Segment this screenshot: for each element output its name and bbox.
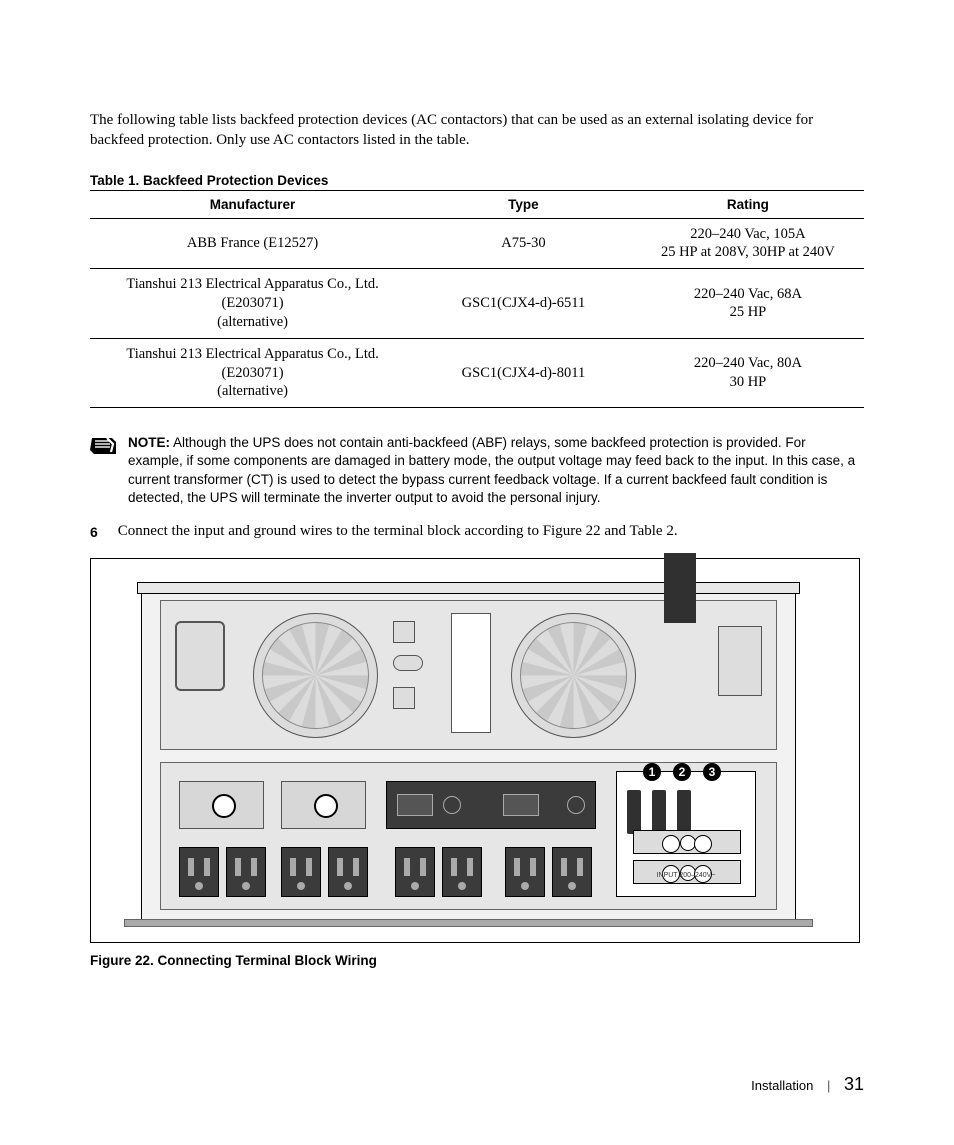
footer-section: Installation [751,1078,813,1093]
cell-type: A75-30 [415,218,632,269]
note-block: NOTE: Although the UPS does not contain … [90,434,864,507]
cell-type: GSC1(CJX4-d)-8011 [415,338,632,408]
col-rating: Rating [632,190,864,218]
note-icon [90,434,116,507]
col-manufacturer: Manufacturer [90,190,415,218]
upper-panel [160,600,777,750]
cell-manufacturer: ABB France (E12527) [90,218,415,269]
cell-rating: 220–240 Vac, 105A25 HP at 208V, 30HP at … [632,218,864,269]
step-number: 6 [90,524,98,540]
callout-1: 1 [643,763,661,781]
cell-rating: 220–240 Vac, 68A25 HP [632,269,864,339]
terminal-block: INPUT 200–240V~ [616,771,756,897]
note-body: Although the UPS does not contain anti-b… [128,435,855,505]
page-footer: Installation | 31 [751,1074,864,1095]
footer-page: 31 [844,1074,864,1094]
step-text: Connect the input and ground wires to th… [118,523,678,540]
table-row: Tianshui 213 Electrical Apparatus Co., L… [90,269,864,339]
table-row: ABB France (E12527)A75-30220–240 Vac, 10… [90,218,864,269]
note-text: NOTE: Although the UPS does not contain … [128,434,864,507]
note-label: NOTE: [128,435,170,450]
cell-rating: 220–240 Vac, 80A30 HP [632,338,864,408]
cell-manufacturer: Tianshui 213 Electrical Apparatus Co., L… [90,338,415,408]
ups-rear-panel: INPUT 200–240V~ 1 2 3 [141,589,796,924]
figure-caption: Figure 22. Connecting Terminal Block Wir… [90,953,864,968]
callout-labels: 1 2 3 [643,763,721,781]
figure-22: INPUT 200–240V~ 1 2 3 [90,558,860,943]
lower-panel: INPUT 200–240V~ 1 2 3 [160,762,777,910]
col-type: Type [415,190,632,218]
input-cable [664,553,696,623]
step-6: 6 Connect the input and ground wires to … [90,523,864,540]
cell-type: GSC1(CJX4-d)-6511 [415,269,632,339]
cell-manufacturer: Tianshui 213 Electrical Apparatus Co., L… [90,269,415,339]
intro-paragraph: The following table lists backfeed prote… [90,110,864,151]
callout-3: 3 [703,763,721,781]
callout-2: 2 [673,763,691,781]
backfeed-table: Manufacturer Type Rating ABB France (E12… [90,190,864,409]
table-title: Table 1. Backfeed Protection Devices [90,173,864,188]
table-row: Tianshui 213 Electrical Apparatus Co., L… [90,338,864,408]
